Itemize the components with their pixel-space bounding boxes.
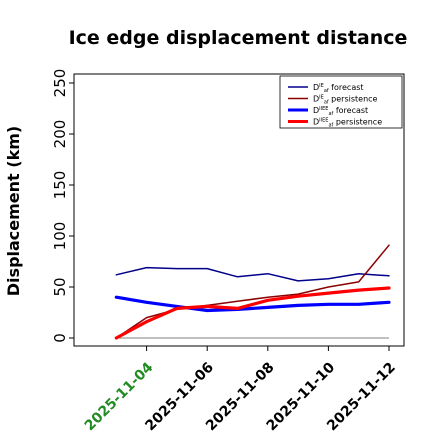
y-tick-label: 150 [51,171,69,200]
legend-box [279,75,403,129]
y-tick-label: 200 [51,120,69,149]
y-axis: 0 50 100 150 200 250 [51,69,74,343]
y-axis-label: Displacement (km) [4,126,23,296]
legend-label: DIIEEaf persistence [313,118,382,129]
y-tick-label: 0 [51,333,69,343]
legend-label: DIEaf persistence [313,95,378,106]
legend-label: DIIEEaf forecast [313,106,368,117]
y-tick-label: 250 [51,69,69,98]
y-tick-label: 100 [51,222,69,251]
series-line-3 [114,286,391,340]
series-line-2 [114,295,391,313]
legend-label: DIEaf forecast [313,83,364,94]
series-group [114,244,391,340]
series-line-0 [115,266,390,282]
plot-frame [73,73,405,347]
y-tick-label: 50 [51,277,69,296]
chart-title: Ice edge displacement distance [69,27,408,49]
x-axis: 2025-11-042025-11-062025-11-082025-11-10… [82,346,399,434]
